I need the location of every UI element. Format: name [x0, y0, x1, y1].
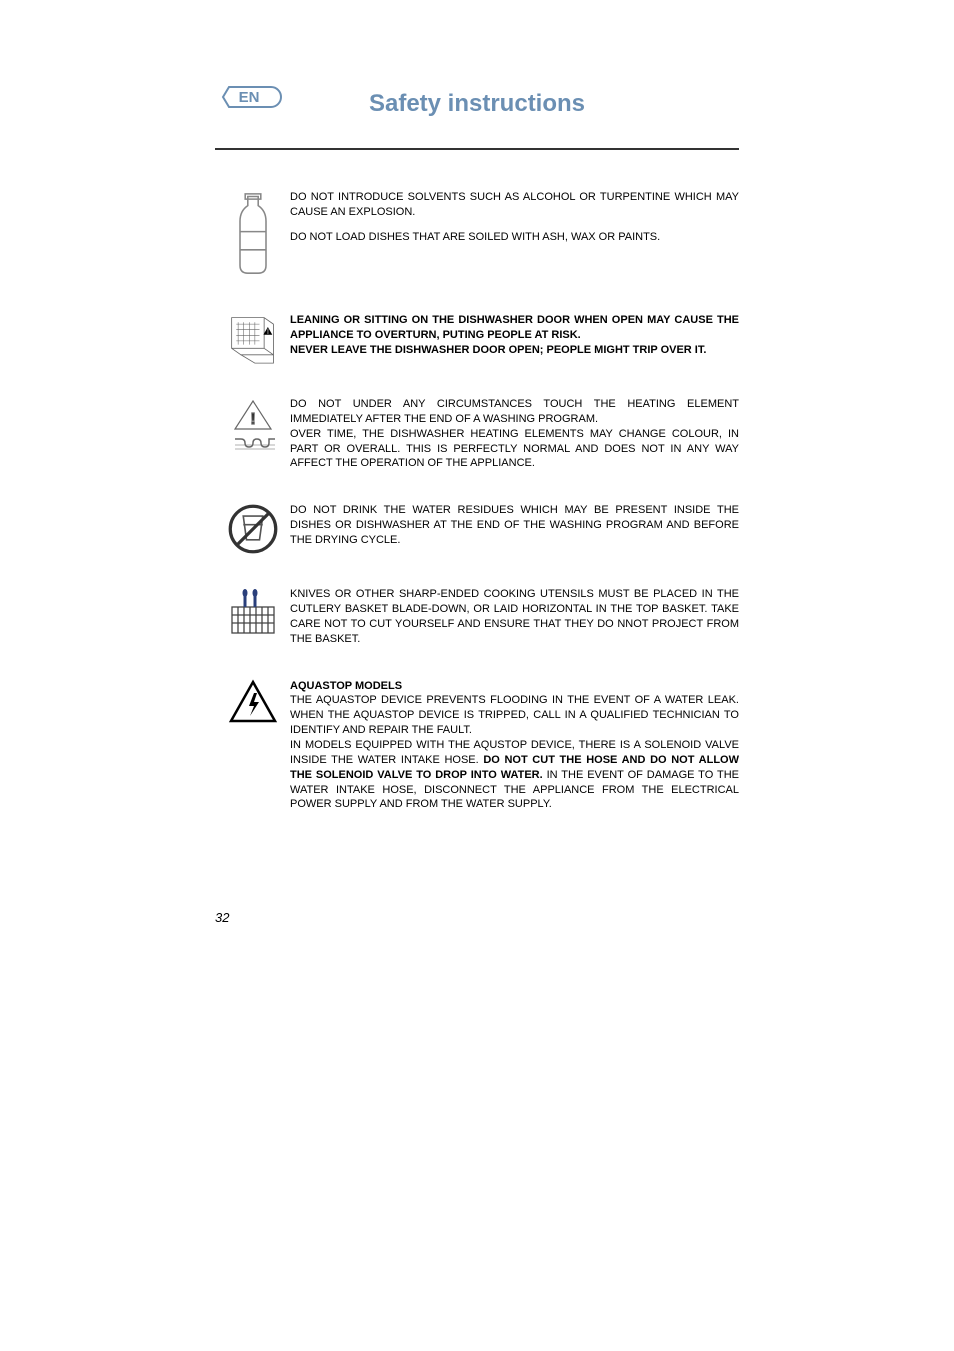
- safety-section-aquastop: AQUASTOP MODELS THE AQUASTOP DEVICE PREV…: [215, 679, 739, 813]
- page-number: 32: [215, 910, 229, 925]
- bottle-icon: [215, 190, 290, 281]
- section-text: AQUASTOP MODELS THE AQUASTOP DEVICE PREV…: [290, 679, 739, 813]
- section-text: KNIVES OR OTHER SHARP-ENDED COOKING UTEN…: [290, 587, 739, 646]
- safety-section-no-drink: DO NOT DRINK THE WATER RESIDUES WHICH MA…: [215, 503, 739, 555]
- page-header: Safety instructions: [215, 90, 739, 118]
- document-page: EN Safety instructions DO NOT INTRODUCE …: [0, 0, 954, 812]
- language-badge: EN: [215, 82, 285, 117]
- safety-section-door: ! LEANING OR SITTING ON THE DISHWASHER D…: [215, 313, 739, 365]
- no-drink-icon: [215, 503, 290, 555]
- safety-section-cutlery: KNIVES OR OTHER SHARP-ENDED COOKING UTEN…: [215, 587, 739, 646]
- paragraph: DO NOT LOAD DISHES THAT ARE SOILED WITH …: [290, 230, 739, 245]
- section-text: DO NOT DRINK THE WATER RESIDUES WHICH MA…: [290, 503, 739, 548]
- svg-text:!: !: [250, 411, 255, 428]
- paragraph: DO NOT UNDER ANY CIRCUMSTANCES TOUCH THE…: [290, 397, 739, 427]
- section-text: DO NOT INTRODUCE SOLVENTS SUCH AS ALCOHO…: [290, 190, 739, 245]
- svg-text:!: !: [266, 328, 268, 335]
- dishwasher-door-icon: !: [215, 313, 290, 365]
- aquastop-icon: [215, 679, 290, 725]
- paragraph: IN MODELS EQUIPPED WITH THE AQUSTOP DEVI…: [290, 738, 739, 812]
- section-text: DO NOT UNDER ANY CIRCUMSTANCES TOUCH THE…: [290, 397, 739, 471]
- cutlery-basket-icon: [215, 587, 290, 637]
- heating-element-icon: !: [215, 397, 290, 459]
- paragraph: LEANING OR SITTING ON THE DISHWASHER DOO…: [290, 313, 739, 343]
- paragraph: NEVER LEAVE THE DISHWASHER DOOR OPEN; PE…: [290, 343, 739, 358]
- paragraph: THE AQUASTOP DEVICE PREVENTS FLOODING IN…: [290, 693, 739, 738]
- safety-section-heating: ! DO NOT UNDER ANY CIRCUMSTANCES TOUCH T…: [215, 397, 739, 471]
- safety-section-solvents: DO NOT INTRODUCE SOLVENTS SUCH AS ALCOHO…: [215, 190, 739, 281]
- language-code: EN: [239, 89, 260, 106]
- paragraph: KNIVES OR OTHER SHARP-ENDED COOKING UTEN…: [290, 587, 739, 646]
- section-text: LEANING OR SITTING ON THE DISHWASHER DOO…: [290, 313, 739, 358]
- paragraph: DO NOT INTRODUCE SOLVENTS SUCH AS ALCOHO…: [290, 190, 739, 220]
- paragraph: DO NOT DRINK THE WATER RESIDUES WHICH MA…: [290, 503, 739, 548]
- paragraph: OVER TIME, THE DISHWASHER HEATING ELEMEN…: [290, 427, 739, 472]
- section-heading: AQUASTOP MODELS: [290, 679, 739, 694]
- header-divider: [215, 148, 739, 150]
- page-title: Safety instructions: [215, 90, 739, 118]
